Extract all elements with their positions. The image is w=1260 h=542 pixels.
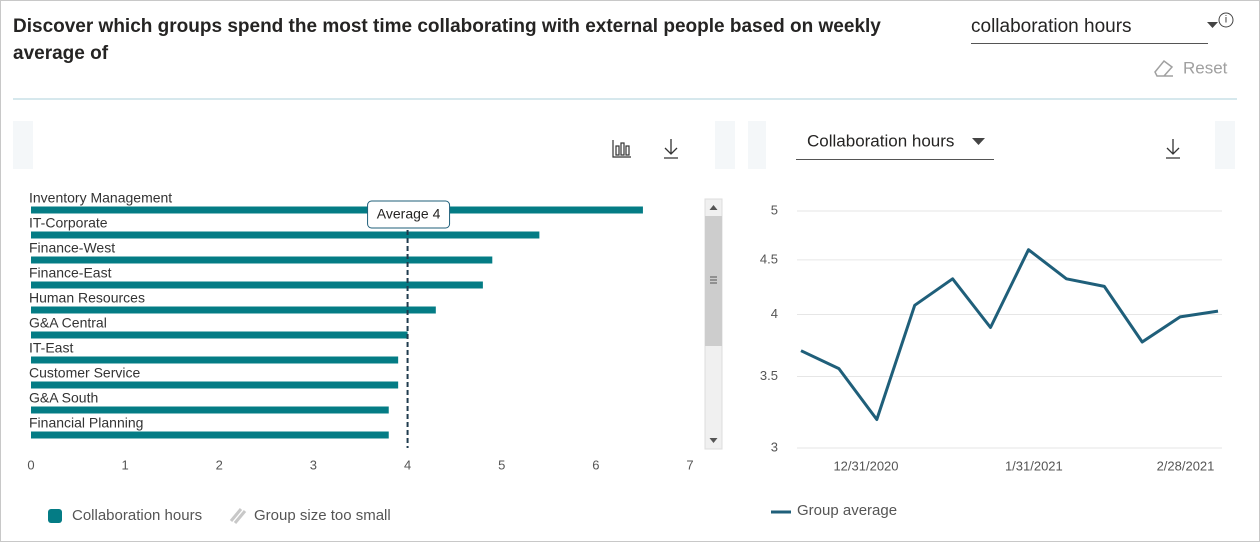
category-label: IT-East [29, 340, 73, 356]
download-icon[interactable] [664, 139, 678, 159]
average-label: Average 4 [377, 206, 441, 222]
info-i: i [1225, 15, 1227, 26]
bar [31, 356, 399, 364]
legend-label: Group average [797, 502, 897, 519]
y-tick-label: 4.5 [760, 251, 778, 266]
x-tick-label: 6 [592, 457, 599, 472]
panel-band [13, 121, 33, 169]
x-tick-label: 12/31/2020 [833, 458, 898, 473]
category-label: Customer Service [29, 365, 140, 381]
x-tick-label: 4 [404, 457, 411, 472]
bar [31, 381, 399, 389]
legend-hatch [229, 508, 247, 524]
bar [31, 406, 389, 414]
chart-type-icon[interactable] [612, 140, 631, 158]
x-tick-label: 5 [498, 457, 505, 472]
legend-swatch [48, 509, 62, 523]
category-label: Human Resources [29, 290, 145, 306]
category-label: Financial Planning [29, 415, 143, 431]
bar [31, 256, 493, 264]
bar [31, 281, 483, 289]
bar [31, 331, 408, 339]
reset-text[interactable]: Reset [1183, 58, 1228, 77]
download-icon[interactable] [1166, 139, 1180, 159]
title: average of [13, 43, 109, 64]
y-tick-label: 3 [771, 439, 778, 454]
bar [31, 306, 436, 314]
eraser-icon [1154, 59, 1174, 77]
legend-label: Collaboration hours [72, 507, 202, 524]
bar [31, 231, 540, 239]
legend-label: Group size too small [254, 507, 391, 524]
category-label: G&A Central [29, 315, 107, 331]
panel-band [1215, 121, 1235, 169]
category-label: G&A South [29, 390, 98, 406]
x-tick-label: 2 [216, 457, 223, 472]
x-tick-label: 2/28/2021 [1157, 458, 1215, 473]
y-tick-label: 4 [771, 306, 778, 321]
y-tick-label: 3.5 [760, 368, 778, 383]
bar [31, 206, 643, 214]
category-label: Finance-East [29, 265, 112, 281]
x-tick-label: 7 [686, 457, 693, 472]
panel-band [715, 121, 735, 169]
category-label: Finance-West [29, 240, 115, 256]
x-tick-label: 1 [122, 457, 129, 472]
select-text[interactable]: Collaboration hours [807, 131, 954, 150]
caret [972, 138, 985, 145]
line [800, 248, 1219, 421]
select-text[interactable]: collaboration hours [971, 16, 1132, 37]
x-tick-label: 1/31/2021 [1005, 458, 1063, 473]
category-label: IT-Corporate [29, 215, 108, 231]
x-tick-label: 3 [310, 457, 317, 472]
chart-select[interactable]: Collaboration hours [796, 131, 994, 160]
caret [1207, 22, 1218, 28]
category-label: Inventory Management [29, 190, 172, 206]
reset-button[interactable]: Reset [1154, 58, 1228, 77]
x-tick-label: 0 [27, 457, 34, 472]
bar [31, 431, 389, 439]
y-tick-label: 5 [771, 202, 778, 217]
title: Discover which groups spend the most tim… [13, 16, 881, 37]
scrollbar[interactable] [704, 198, 723, 450]
info-icon[interactable] [1218, 12, 1234, 28]
panel-band [748, 121, 766, 169]
metric-select[interactable]: collaboration hours [971, 16, 1218, 44]
average-box [367, 200, 451, 229]
